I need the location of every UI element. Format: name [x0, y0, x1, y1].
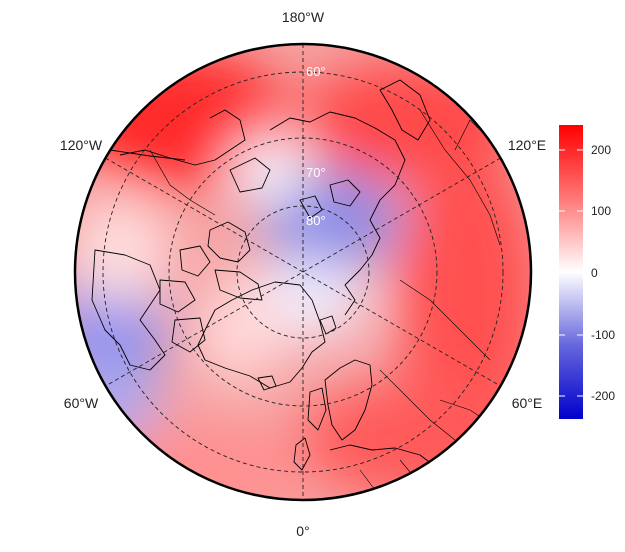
greenland-coast: [197, 281, 326, 389]
colorbar-tick-label: -200: [591, 389, 615, 403]
longitude-label-120e: 120°E: [508, 137, 546, 153]
colorbar-tick-label: 200: [591, 143, 611, 157]
colorbar-tick-label: -100: [591, 328, 615, 342]
colorbar: 200 100 0 -100 -200: [559, 125, 615, 419]
longitude-label-180w: 180°W: [282, 9, 325, 25]
longitude-label-120w: 120°W: [60, 137, 103, 153]
map-boundary: [73, 42, 533, 502]
longitude-label-60w: 60°W: [64, 395, 99, 411]
colorbar-gradient: [559, 125, 583, 419]
colorbar-tick-label: 100: [591, 204, 611, 218]
latitude-label-80: 80°: [306, 213, 326, 228]
colorbar-tick-label: 0: [591, 266, 598, 280]
graticule: [102, 44, 504, 500]
latitude-label-60: 60°: [306, 64, 326, 79]
coastlines: [91, 79, 451, 491]
latitude-label-70: 70°: [306, 165, 326, 180]
longitude-label-0: 0°: [296, 523, 309, 539]
longitude-label-60e: 60°E: [512, 395, 543, 411]
